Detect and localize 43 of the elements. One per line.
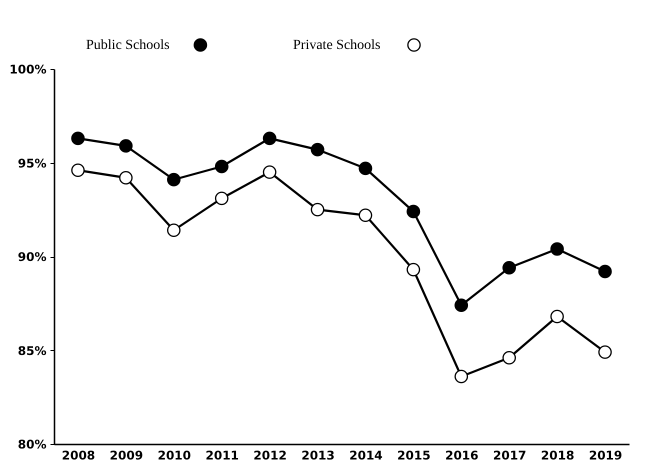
point	[167, 223, 181, 238]
point	[598, 345, 612, 359]
x-tick-label: 2017	[493, 448, 526, 462]
x-tick-label: 2015	[397, 448, 431, 462]
x-tick-label: 2012	[253, 448, 287, 462]
point	[502, 260, 516, 275]
point	[119, 170, 133, 185]
x-tick-label: 2011	[206, 448, 239, 462]
y-tick-label: 100%	[9, 62, 46, 76]
x-tick-label: 2014	[349, 448, 383, 462]
point	[262, 132, 276, 146]
legend-label: Private Schools	[293, 38, 380, 53]
x-tick-label: 2010	[158, 448, 191, 462]
point	[502, 350, 516, 365]
point	[310, 202, 324, 216]
point	[406, 262, 420, 276]
x-tick-label: 2018	[540, 448, 574, 462]
y-tick-label: 95%	[18, 156, 46, 170]
point	[71, 132, 85, 146]
point	[550, 310, 564, 324]
point	[310, 142, 324, 156]
point	[550, 242, 564, 256]
legend-label: Public Schools	[86, 38, 170, 53]
point	[454, 298, 468, 312]
y-tick-label: 90%	[18, 250, 46, 264]
point	[406, 204, 420, 218]
x-tick-label: 2016	[445, 448, 478, 462]
x-tick-label: 2013	[301, 448, 335, 462]
point	[358, 162, 372, 176]
point	[262, 165, 276, 179]
point	[358, 208, 372, 222]
point	[71, 163, 85, 178]
x-tick-label: 2019	[588, 448, 622, 462]
point	[214, 192, 228, 206]
y-tick-label: 85%	[18, 344, 46, 358]
point	[167, 172, 181, 186]
y-tick-label: 80%	[18, 438, 46, 452]
x-tick-label: 2008	[62, 448, 96, 462]
point	[598, 264, 612, 278]
point	[214, 160, 228, 174]
point	[119, 139, 133, 153]
x-tick-label: 2009	[110, 448, 144, 462]
point	[454, 370, 468, 384]
